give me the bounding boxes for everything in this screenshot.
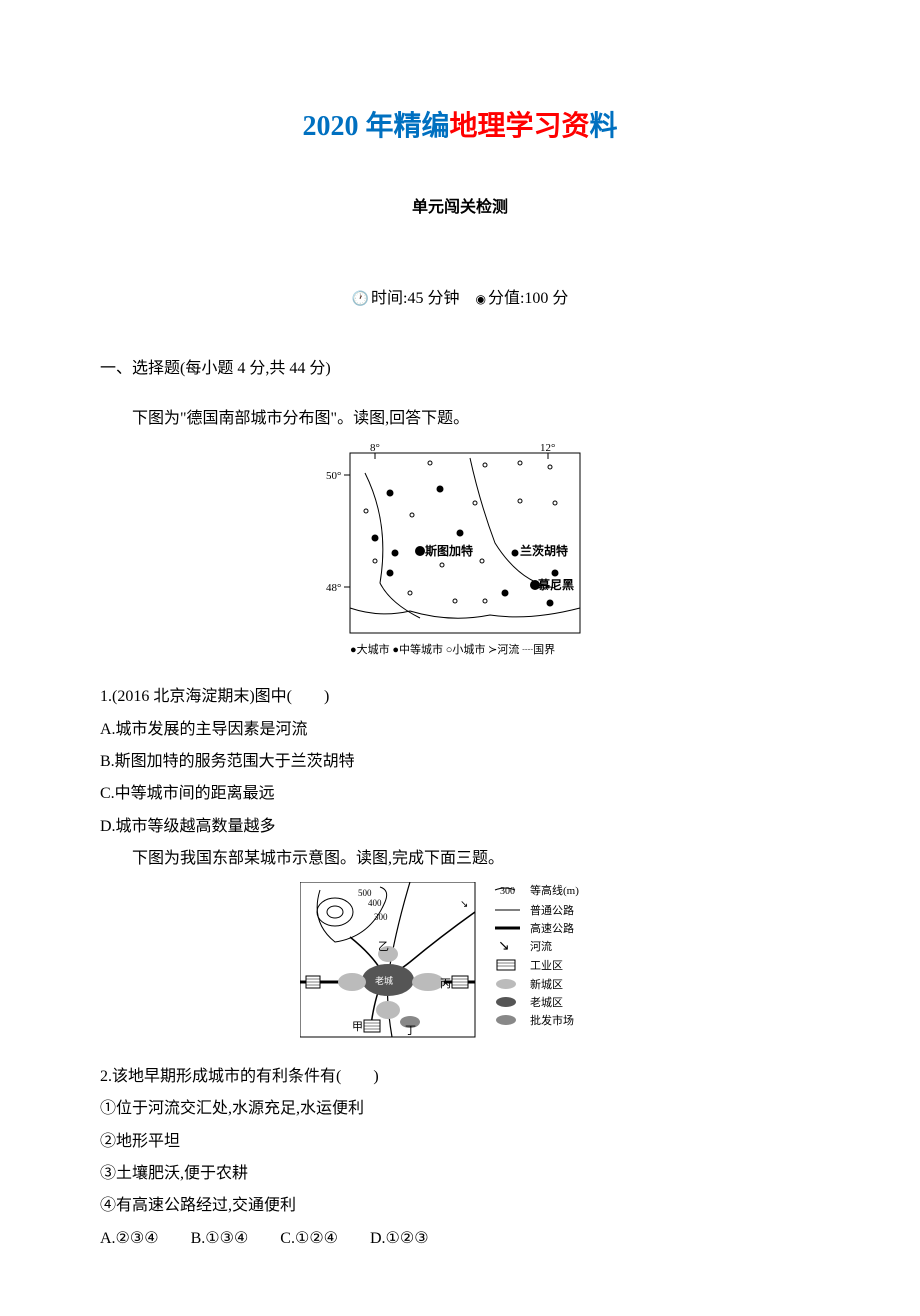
intro-1: 下图为"德国南部城市分布图"。读图,回答下题。 [100,404,820,434]
q2-opt-b: B.①③④ [191,1230,249,1247]
q1-opt-b: B.斯图加特的服务范围大于兰茨胡特 [100,747,820,777]
svg-text:普通公路: 普通公路 [530,903,574,917]
svg-text:●大城市 ●中等城市 ○小城市 ≻河流 ┈国界: ●大城市 ●中等城市 ○小城市 ≻河流 ┈国界 [350,642,555,656]
legend: 300 等高线(m) 普通公路 高速公路 ↘ 河流 工业区 新城区 老城区 批发… [495,883,579,1027]
svg-text:河流: 河流 [530,939,552,953]
svg-text:丁: 丁 [405,1025,416,1037]
svg-text:慕尼黑: 慕尼黑 [537,577,574,592]
meta-line: 时间:45 分钟 分值:100 分 [100,284,820,314]
lon-12: 12° [540,443,555,454]
svg-text:↘: ↘ [498,939,510,954]
svg-text:工业区: 工业区 [530,959,563,972]
q2-item-4: ④有高速公路经过,交通便利 [100,1191,820,1221]
q2-options: A.②③④ B.①③④ C.①②④ D.①②③ [100,1224,820,1254]
lat-48: 48° [326,582,341,594]
score-icon [475,290,487,307]
svg-text:丙: 丙 [440,978,451,990]
svg-text:新城区: 新城区 [530,977,563,991]
title-prefix: 2020 年精编 [302,111,449,142]
svg-text:高速公路: 高速公路 [530,921,574,935]
q2-stem: 2.该地早期形成城市的有利条件有( ) [100,1062,820,1092]
q1-opt-a: A.城市发展的主导因素是河流 [100,715,820,745]
clock-icon [352,290,371,307]
q2-item-2: ②地形平坦 [100,1127,820,1157]
main-title: 2020 年精编地理学习资料 [100,100,820,153]
q2-item-3: ③土壤肥沃,便于农耕 [100,1159,820,1189]
subtitle: 单元闯关检测 [100,193,820,223]
lon-8: 8° [370,443,380,454]
svg-text:300: 300 [374,912,388,922]
time-label: 时间:45 分钟 [371,290,459,307]
score-label: 分值:100 分 [488,290,568,307]
q2-opt-c: C.①②④ [280,1230,338,1247]
svg-text:乙: 乙 [378,940,389,953]
svg-text:↘: ↘ [460,899,468,910]
svg-text:兰茨胡特: 兰茨胡特 [520,543,568,558]
title-suffix: 料 [590,111,618,142]
svg-text:批发市场: 批发市场 [530,1013,574,1027]
q1-opt-c: C.中等城市间的距离最远 [100,779,820,809]
svg-text:等高线(m): 等高线(m) [530,883,579,897]
svg-text:老城区: 老城区 [530,996,563,1009]
title-mid: 地理学习资 [449,111,589,142]
q1-stem: 1.(2016 北京海淀期末)图中( ) [100,682,820,712]
svg-text:老城: 老城 [375,975,393,986]
svg-text:400: 400 [368,898,382,908]
section-head-1: 一、选择题(每小题 4 分,共 44 分) [100,354,820,384]
figure-1: 8° 12° 50° 48° [100,443,820,674]
svg-text:500: 500 [358,888,372,898]
intro-2: 下图为我国东部某城市示意图。读图,完成下面三题。 [100,844,820,874]
page: 2020 年精编地理学习资料 单元闯关检测 时间:45 分钟 分值:100 分 … [0,0,920,1316]
lat-50: 50° [326,470,341,482]
q1-opt-d: D.城市等级越高数量越多 [100,812,820,842]
q2-opt-d: D.①②③ [370,1230,429,1247]
svg-text:斯图加特: 斯图加特 [425,543,473,558]
q2-opt-a: A.②③④ [100,1230,159,1247]
figure-2: 500 400 300 ↘ 老城 [100,882,820,1053]
q2-item-1: ①位于河流交汇处,水源充足,水运便利 [100,1094,820,1124]
svg-text:甲: 甲 [352,1021,363,1033]
